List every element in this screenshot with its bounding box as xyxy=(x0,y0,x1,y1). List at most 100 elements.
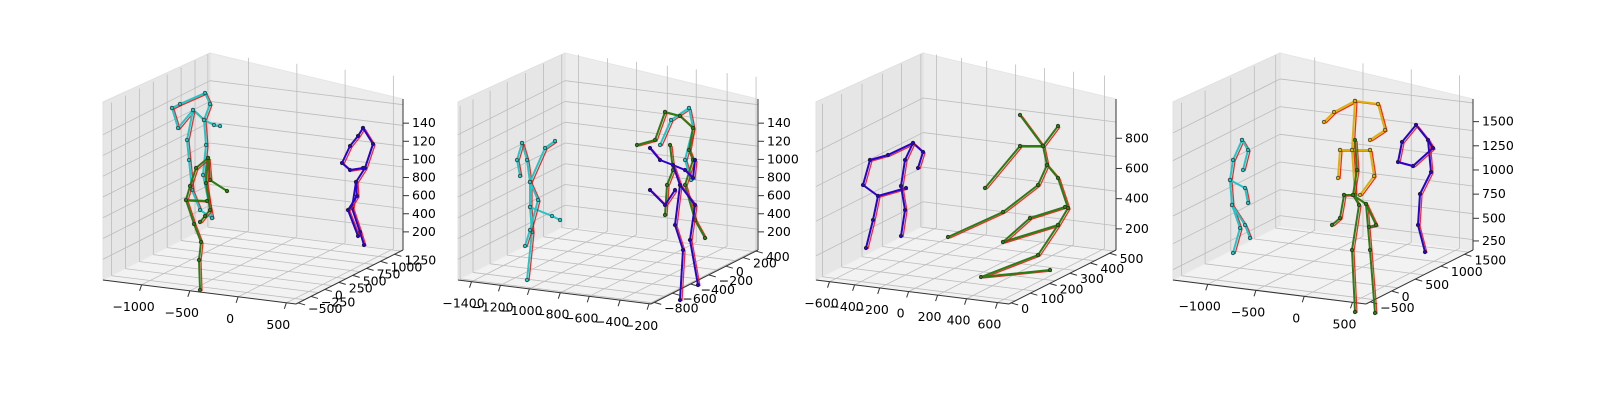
joint-point xyxy=(1415,222,1421,228)
z-tick-label: 200 xyxy=(767,224,791,239)
joint-point xyxy=(978,274,984,280)
bone xyxy=(947,164,1048,238)
ground-truth-bone xyxy=(982,225,1061,279)
joint-point xyxy=(1363,201,1369,207)
joint-point xyxy=(186,157,192,163)
x-tick-label: −200 xyxy=(624,318,658,333)
joint-point xyxy=(519,140,525,146)
y-tick-label: 400 xyxy=(1100,261,1124,276)
joint-point xyxy=(664,182,670,188)
grid-line xyxy=(457,121,566,177)
joint-point xyxy=(197,287,203,293)
x-tick-mark xyxy=(1253,290,1257,297)
y-tick-label: 200 xyxy=(753,256,777,271)
y-tick-label: 400 xyxy=(766,249,790,264)
grid-line xyxy=(1205,263,1399,289)
joint-point xyxy=(682,157,688,163)
joint-point xyxy=(1395,159,1401,165)
joint-point xyxy=(1035,252,1041,258)
ground-truth-bone xyxy=(526,182,541,248)
joint-point xyxy=(692,157,698,163)
joint-point xyxy=(370,141,376,147)
joint-point xyxy=(209,215,215,221)
y-tick-mark xyxy=(1011,302,1019,306)
ground-truth-bone xyxy=(902,186,908,238)
joint-point xyxy=(1062,204,1068,210)
joint-point xyxy=(690,175,696,181)
joint-point xyxy=(677,182,683,188)
grid-line xyxy=(1304,241,1412,297)
x-tick-label: −400 xyxy=(829,299,863,314)
joint-point xyxy=(1017,112,1023,118)
joint-point xyxy=(527,204,533,210)
x-tick-label: 600 xyxy=(977,317,1001,332)
ground-truth-bone xyxy=(1367,204,1379,229)
joint-point xyxy=(1335,175,1341,181)
y-tick-label: −500 xyxy=(308,301,342,316)
y-tick-mark xyxy=(1069,272,1078,276)
x-tick-label: 500 xyxy=(1333,316,1357,331)
bone xyxy=(1337,149,1341,179)
joint-point xyxy=(1044,162,1050,168)
joint-point xyxy=(702,235,708,241)
y-tick-label: 1500 xyxy=(1474,252,1506,267)
grid-line xyxy=(457,163,566,219)
joint-point xyxy=(1055,175,1061,181)
joint-point xyxy=(1239,137,1245,143)
y-tick-label: 500 xyxy=(1425,277,1449,292)
joint-point xyxy=(1035,182,1041,188)
grid-line xyxy=(525,245,719,271)
skeleton-4 xyxy=(1395,122,1436,255)
grid-line xyxy=(861,256,1056,282)
skeleton-1 xyxy=(860,140,926,251)
joint-point xyxy=(634,142,640,148)
joint-point xyxy=(1245,147,1251,153)
y-tick-label: −500 xyxy=(1380,300,1414,315)
grid-line xyxy=(1255,235,1364,291)
skeleton-2 xyxy=(945,112,1071,280)
joint-point xyxy=(347,143,353,149)
x-tick-mark xyxy=(187,290,191,297)
x-tick-mark xyxy=(906,291,910,298)
grid-line xyxy=(854,230,962,286)
y-tick-label: −800 xyxy=(664,300,698,315)
grid-line xyxy=(102,80,211,136)
joint-point xyxy=(196,257,202,263)
x-tick-label: −1000 xyxy=(500,303,542,318)
skeleton-3 xyxy=(1329,137,1379,316)
joint-point xyxy=(542,145,548,151)
joint-point xyxy=(690,125,696,131)
y-axis-line xyxy=(295,249,404,305)
grid-line xyxy=(209,163,404,189)
joint-point xyxy=(1240,167,1246,173)
y-tick-label: 0 xyxy=(1021,301,1029,316)
joint-point xyxy=(1417,191,1423,197)
joint-point xyxy=(1337,147,1343,153)
joint-point xyxy=(898,233,904,239)
joint-point xyxy=(177,101,183,107)
joint-point xyxy=(1230,157,1236,163)
joint-point xyxy=(217,123,223,129)
x-tick-mark xyxy=(827,281,830,288)
joint-point xyxy=(207,207,213,213)
y-tick-mark xyxy=(1415,278,1423,282)
x-tick-mark xyxy=(617,300,621,307)
y-tick-mark xyxy=(1049,282,1057,286)
x-tick-label: −600 xyxy=(564,310,598,325)
z-tick-label: 750 xyxy=(1482,186,1506,201)
x-tick-label: −200 xyxy=(855,302,889,317)
grid-line xyxy=(564,184,759,209)
x-tick-label: −400 xyxy=(595,314,629,329)
x-tick-mark xyxy=(1301,296,1305,303)
grid-line xyxy=(648,249,757,305)
joint-point xyxy=(1382,127,1388,133)
skeleton-2 xyxy=(1321,98,1388,198)
joint-point xyxy=(1354,167,1360,173)
panel-fourth-3d-axes: −1000 −500 0 500−50005001000150025050075010… xyxy=(1171,52,1514,331)
z-tick-label: 200 xyxy=(1125,221,1149,236)
grid-line xyxy=(564,121,759,147)
bone xyxy=(664,144,674,216)
grid-line xyxy=(471,227,579,283)
y-tick-mark xyxy=(380,260,388,264)
